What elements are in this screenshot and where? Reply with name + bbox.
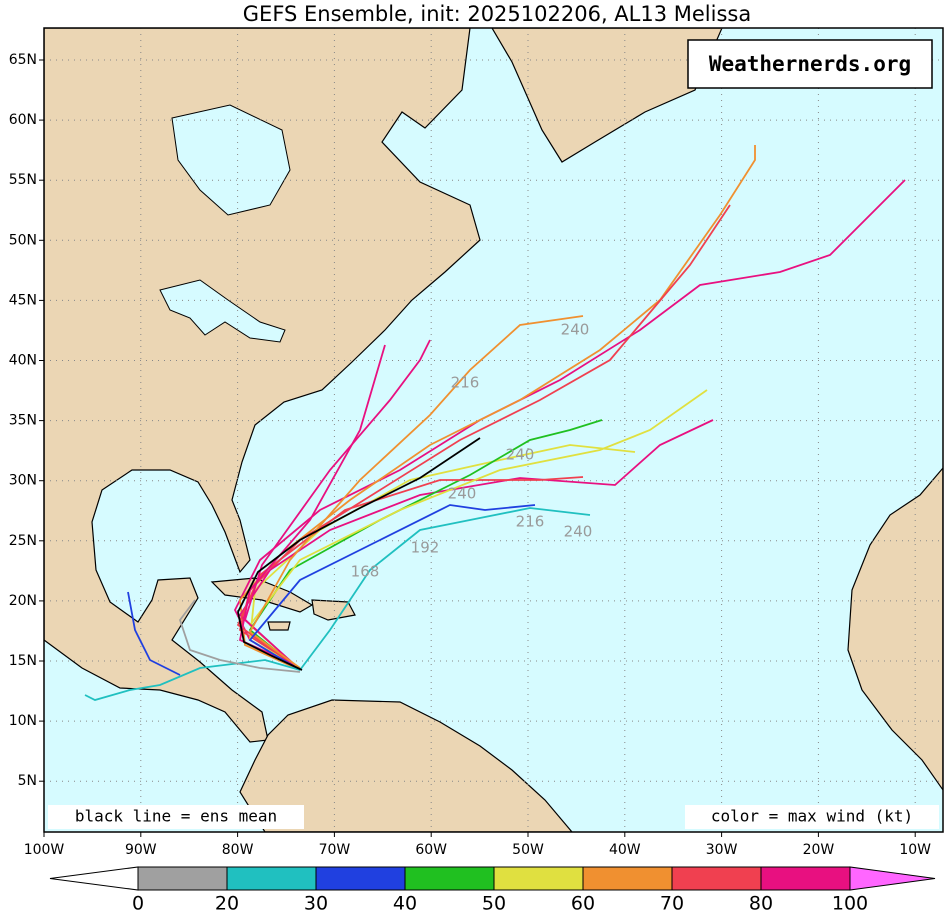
colorbar-label: 30 [304,893,328,915]
colorbar: 0 20 30 40 50 60 70 80 100 [49,866,936,915]
colorbar-segment [760,866,851,891]
note-left: black line = ens mean [75,807,277,826]
ensemble-mean-track [237,437,481,671]
track-hour-label: 192 [411,539,440,557]
track [243,339,431,666]
lon-label: 80W [222,842,254,858]
track [178,599,301,673]
colorbar-segment [226,866,317,891]
lat-label: 15N [9,653,37,669]
colorbar-segment [404,866,495,891]
colorbar-segment [315,866,406,891]
colorbar-segment [671,866,762,891]
track-hour-label: 168 [351,563,380,581]
watermark-box [687,39,933,89]
lat-label: 45N [9,292,37,308]
lat-label: 10N [9,713,37,729]
track [84,659,301,701]
lon-label: 70W [319,842,351,858]
colorbar-segment [582,866,673,891]
colorbar-label: 40 [393,893,417,915]
lat-label: 35N [9,413,37,429]
axes: 65N 60N 55N 50N 45N 40N 35N 30N 25N 20N 15N 10N 5N 10… [9,52,931,858]
track-hour-label: 240 [561,321,590,339]
map: 240 216 240 240 216 240 192 168 [44,28,943,832]
south-america [239,699,573,832]
lon-label: 100W [24,842,65,858]
africa [847,467,943,792]
track-hour-label: 240 [448,485,477,503]
watermark: Weathernerds.org [709,52,911,76]
lat-label: 40N [9,353,37,369]
track-hour-label: 216 [451,374,480,392]
track-hour-labels: 240 216 240 240 216 240 192 168 [351,321,593,581]
grid [44,28,943,832]
lon-label: 30W [706,842,738,858]
track-hour-label: 240 [564,523,593,541]
lat-label: 30N [9,473,37,489]
lat-label: 5N [18,773,37,789]
jamaica [267,621,291,631]
lon-label: 20W [803,842,835,858]
title: GEFS Ensemble, init: 2025102206, AL13 Me… [243,2,751,26]
colorbar-segment [493,866,584,891]
track [248,315,584,669]
track [127,591,181,676]
track [248,389,708,671]
colorbar-label: 20 [215,893,239,915]
ensemble-tracks [84,145,906,701]
lon-label: 50W [512,842,544,858]
lon-label: 10W [899,842,931,858]
lat-label: 60N [9,112,37,128]
track-hour-label: 216 [516,513,545,531]
lon-label: 90W [125,842,157,858]
great-lakes [159,279,286,343]
lon-label: 60W [415,842,447,858]
colorbar-label: 80 [749,893,773,915]
track [238,419,714,671]
hudson-bay [171,104,291,216]
map-frame [43,27,944,833]
colorbar-over [849,866,936,891]
track [236,476,584,671]
colorbar-label: 50 [482,893,506,915]
lon-label: 40W [609,842,641,858]
colorbar-label: 70 [660,893,684,915]
track-hour-label: 240 [506,446,535,464]
colorbar-label: 100 [832,893,868,915]
colorbar-label: 0 [132,893,144,915]
lat-label: 25N [9,533,37,549]
colorbar-under [49,866,139,891]
track [299,507,591,671]
note-right-box [685,805,939,829]
note-left-box [48,805,304,829]
note-right: color = max wind (kt) [711,807,913,826]
track [248,504,536,671]
lat-label: 55N [9,172,37,188]
colorbar-segment [137,866,228,891]
colorbar-label: 60 [571,893,595,915]
lat-label: 20N [9,593,37,609]
hispaniola [311,599,356,621]
lat-label: 50N [9,232,37,248]
lat-label: 65N [9,52,37,68]
